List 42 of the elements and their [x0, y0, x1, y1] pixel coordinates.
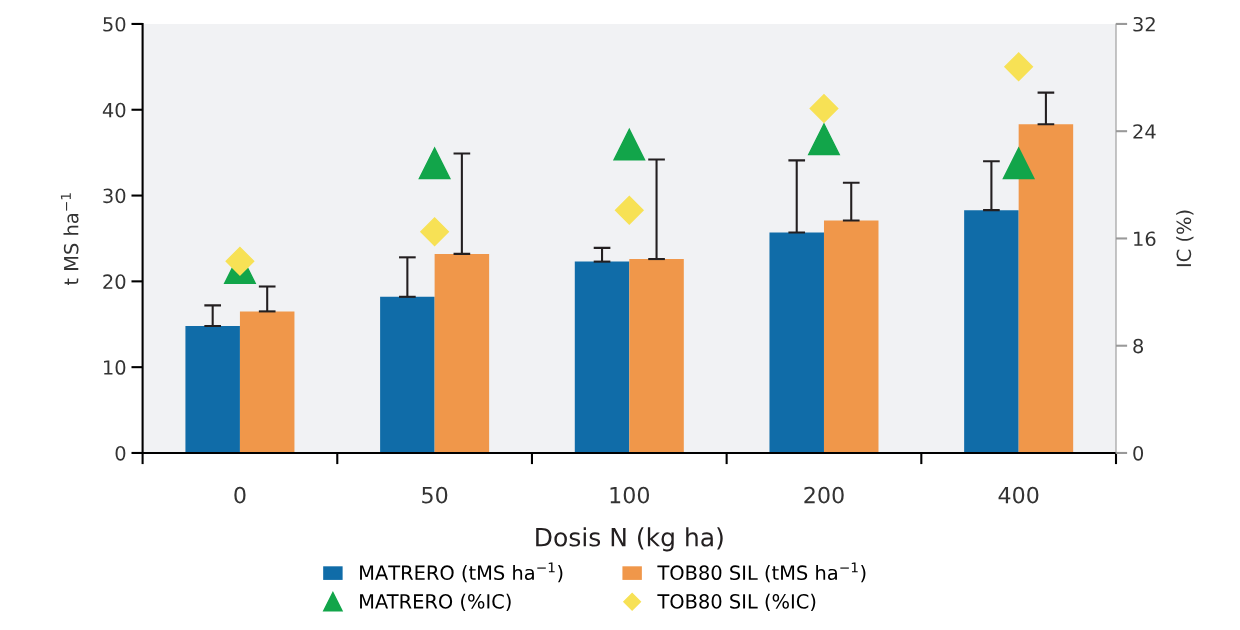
point: [418, 147, 451, 180]
y-tick-label: 40: [102, 102, 126, 118]
bar: [185, 325, 240, 453]
y2-axis-title: IC (%): [1176, 210, 1194, 267]
y2-tick-label: 0: [1133, 445, 1144, 461]
x-axis-title: Dosis N (kg ha): [536, 527, 723, 552]
point: [1004, 52, 1034, 82]
x-tick-label: 200: [804, 486, 844, 504]
legend-label: MATRERO (%IC): [360, 593, 511, 612]
bar: [964, 210, 1019, 453]
y-axis-title: t MS ha$^{−1}$: [60, 193, 79, 286]
bar: [239, 311, 295, 453]
y-tick-label: 30: [103, 188, 126, 204]
point: [614, 195, 644, 225]
bar: [380, 296, 435, 453]
y-tick-label: 50: [103, 16, 126, 32]
y2-tick-label: 32: [1133, 16, 1155, 32]
bar: [823, 220, 879, 453]
bar: [1018, 124, 1074, 453]
y-tick-label: 20: [103, 274, 126, 290]
x-tick-label: 100: [610, 486, 650, 504]
x-tick-label: 0: [234, 486, 246, 504]
point: [808, 123, 840, 156]
y2-tick-label: 16: [1134, 231, 1156, 247]
y2-tick-label: 24: [1133, 124, 1156, 139]
bar: [769, 232, 824, 453]
point: [809, 93, 839, 123]
y-tick-label: 0: [115, 445, 126, 461]
x-tick-label: 400: [998, 486, 1039, 504]
bar: [434, 253, 490, 453]
bar: [629, 259, 684, 453]
point: [1002, 147, 1035, 180]
legend-label: MATRERO (tMS ha$^{−1}$): [360, 562, 563, 583]
y2-tick-label: 8: [1133, 338, 1144, 354]
legend-label: TOB80 SIL (%IC): [657, 593, 816, 612]
y-tick-label: 10: [104, 360, 126, 375]
point: [613, 128, 646, 161]
x-tick-label: 50: [422, 486, 448, 504]
point: [225, 246, 255, 276]
bar: [574, 261, 630, 453]
point: [420, 217, 450, 247]
legend-label: TOB80 SIL (tMS ha$^{−1}$): [657, 562, 866, 583]
